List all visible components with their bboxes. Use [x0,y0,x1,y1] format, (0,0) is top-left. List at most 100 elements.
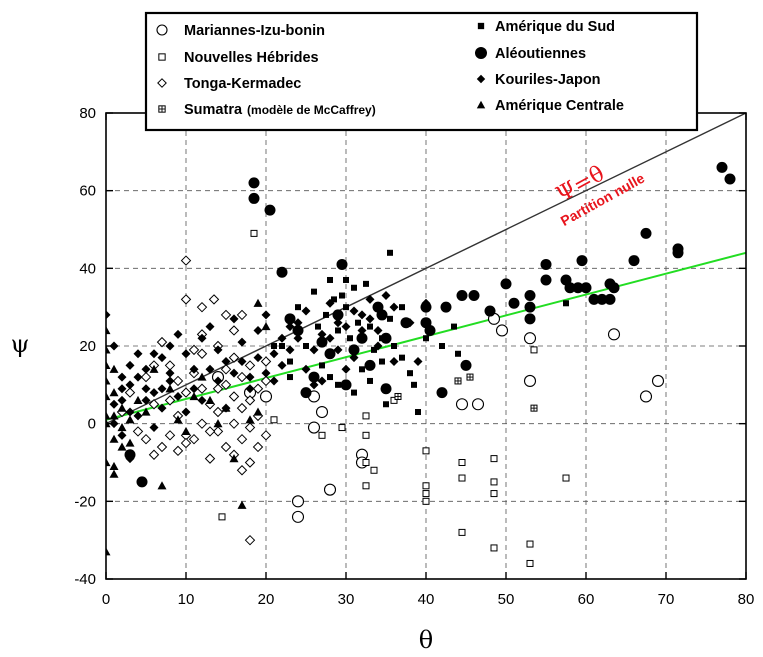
point-kouriles-japon [309,380,319,390]
point-mariannes-izu-bonin [523,374,537,388]
point-kouriles-japon [133,372,143,382]
point-kouriles-japon [117,430,127,440]
point-kouriles-japon [333,345,343,355]
point-amerique-centrale [106,376,111,385]
point-aleoutiennes [308,371,320,383]
point-kouriles-japon [261,368,271,378]
point-amerique-du-sud [327,374,333,381]
y-tick-labels: -40 -20 0 20 40 60 80 [74,105,96,588]
point-tonga-kermadec [220,309,232,321]
legend-label-aleoutiennes: Aléoutiennes [495,46,586,62]
point-nouvelles-hebrides [490,455,498,463]
point-mariannes-izu-bonin [523,332,537,345]
point-amerique-centrale [109,461,119,470]
legend-label-amerique-du-sud: Amérique du Sud [495,19,615,35]
point-amerique-centrale [106,547,111,556]
point-kouriles-japon [149,388,159,398]
point-tonga-kermadec [244,360,256,371]
x-tick-labels: 0 10 20 30 40 50 60 70 80 [102,591,755,608]
point-kouriles-japon [141,364,151,374]
x-tick-label: 0 [102,591,110,608]
point-tonga-kermadec [208,294,220,305]
point-aleoutiennes [576,255,588,267]
legend: Mariannes-Izu-bonin Nouvelles Hébrides Ton… [144,11,699,132]
point-amerique-du-sud [287,374,293,381]
point-kouriles-japon [173,391,183,401]
point-tonga-kermadec [124,387,136,398]
point-tonga-kermadec [212,426,224,437]
point-kouriles-japon [349,306,359,316]
legend-label-nouvelles-hebrides: Nouvelles Hébrides [184,50,319,66]
point-aleoutiennes [380,383,392,395]
point-tonga-kermadec [244,534,256,546]
point-sumatra [530,404,538,412]
point-amerique-centrale [117,442,127,451]
point-amerique-du-sud [327,276,333,283]
point-kouriles-japon [125,454,135,464]
point-aleoutiennes [332,309,344,321]
point-aleoutiennes [672,247,684,259]
point-tonga-kermadec [164,430,176,441]
point-amerique-du-sud [347,335,353,342]
point-kouriles-japon [293,333,303,343]
point-aleoutiennes [348,344,360,356]
y-tick-label: -20 [74,493,96,510]
point-kouriles-japon [125,380,135,390]
point-nouvelles-hebrides [362,482,370,490]
point-aleoutiennes [316,336,328,348]
point-amerique-du-sud [343,276,349,283]
point-kouriles-japon [117,395,127,405]
point-kouriles-japon [405,318,415,328]
point-amerique-du-sud [391,343,397,349]
point-tonga-kermadec [196,383,208,394]
legend-marker-sumatra [158,105,166,113]
point-amerique-du-sud [279,343,285,349]
point-tonga-kermadec [188,433,200,445]
point-kouriles-japon [341,364,351,374]
point-kouriles-japon [301,364,311,374]
point-nouvelles-hebrides [562,474,570,482]
point-amerique-du-sud [359,366,365,373]
point-tonga-kermadec [220,441,232,453]
point-nouvelles-hebrides [318,431,326,439]
point-kouriles-japon [341,322,351,332]
point-amerique-du-sud [351,389,357,396]
point-amerique-centrale [189,391,199,401]
legend-marker-aleoutiennes [475,47,487,59]
point-kouriles-japon [165,368,175,378]
point-kouriles-japon [149,423,159,433]
point-aleoutiennes [284,313,296,325]
point-amerique-du-sud [451,323,457,330]
point-amerique-centrale [106,411,111,420]
legend-label-amerique-centrale: Amérique Centrale [495,98,624,114]
point-kouriles-japon [173,329,183,339]
point-tonga-kermadec [156,336,168,348]
point-tonga-kermadec [252,441,264,453]
point-amerique-centrale [165,384,175,393]
identity-line-annotation: Ψ=θ Partition nulle [552,161,647,229]
point-amerique-du-sud [315,323,321,330]
point-kouriles-japon [325,298,335,308]
point-tonga-kermadec [252,383,264,394]
point-amerique-du-sud [387,315,393,322]
point-kouriles-japon [357,325,367,335]
point-aleoutiennes [564,282,576,294]
point-aleoutiennes [380,332,392,344]
point-aleoutiennes [436,387,448,399]
point-nouvelles-hebrides [490,490,498,498]
point-amerique-du-sud [303,343,309,349]
point-nouvelles-hebrides [370,466,378,474]
point-tonga-kermadec [236,371,248,383]
point-kouriles-japon [261,310,271,320]
point-amerique-du-sud [287,358,293,365]
point-kouriles-japon [277,360,287,370]
point-aleoutiennes [340,379,352,391]
point-amerique-du-sud [387,249,393,256]
point-kouriles-japon [245,384,255,394]
point-nouvelles-hebrides [490,478,498,486]
point-kouriles-japon [157,403,167,413]
point-aleoutiennes [364,359,376,371]
point-amerique-du-sud [367,323,373,330]
point-amerique-du-sud [439,343,445,349]
point-mariannes-izu-bonin [455,398,469,411]
